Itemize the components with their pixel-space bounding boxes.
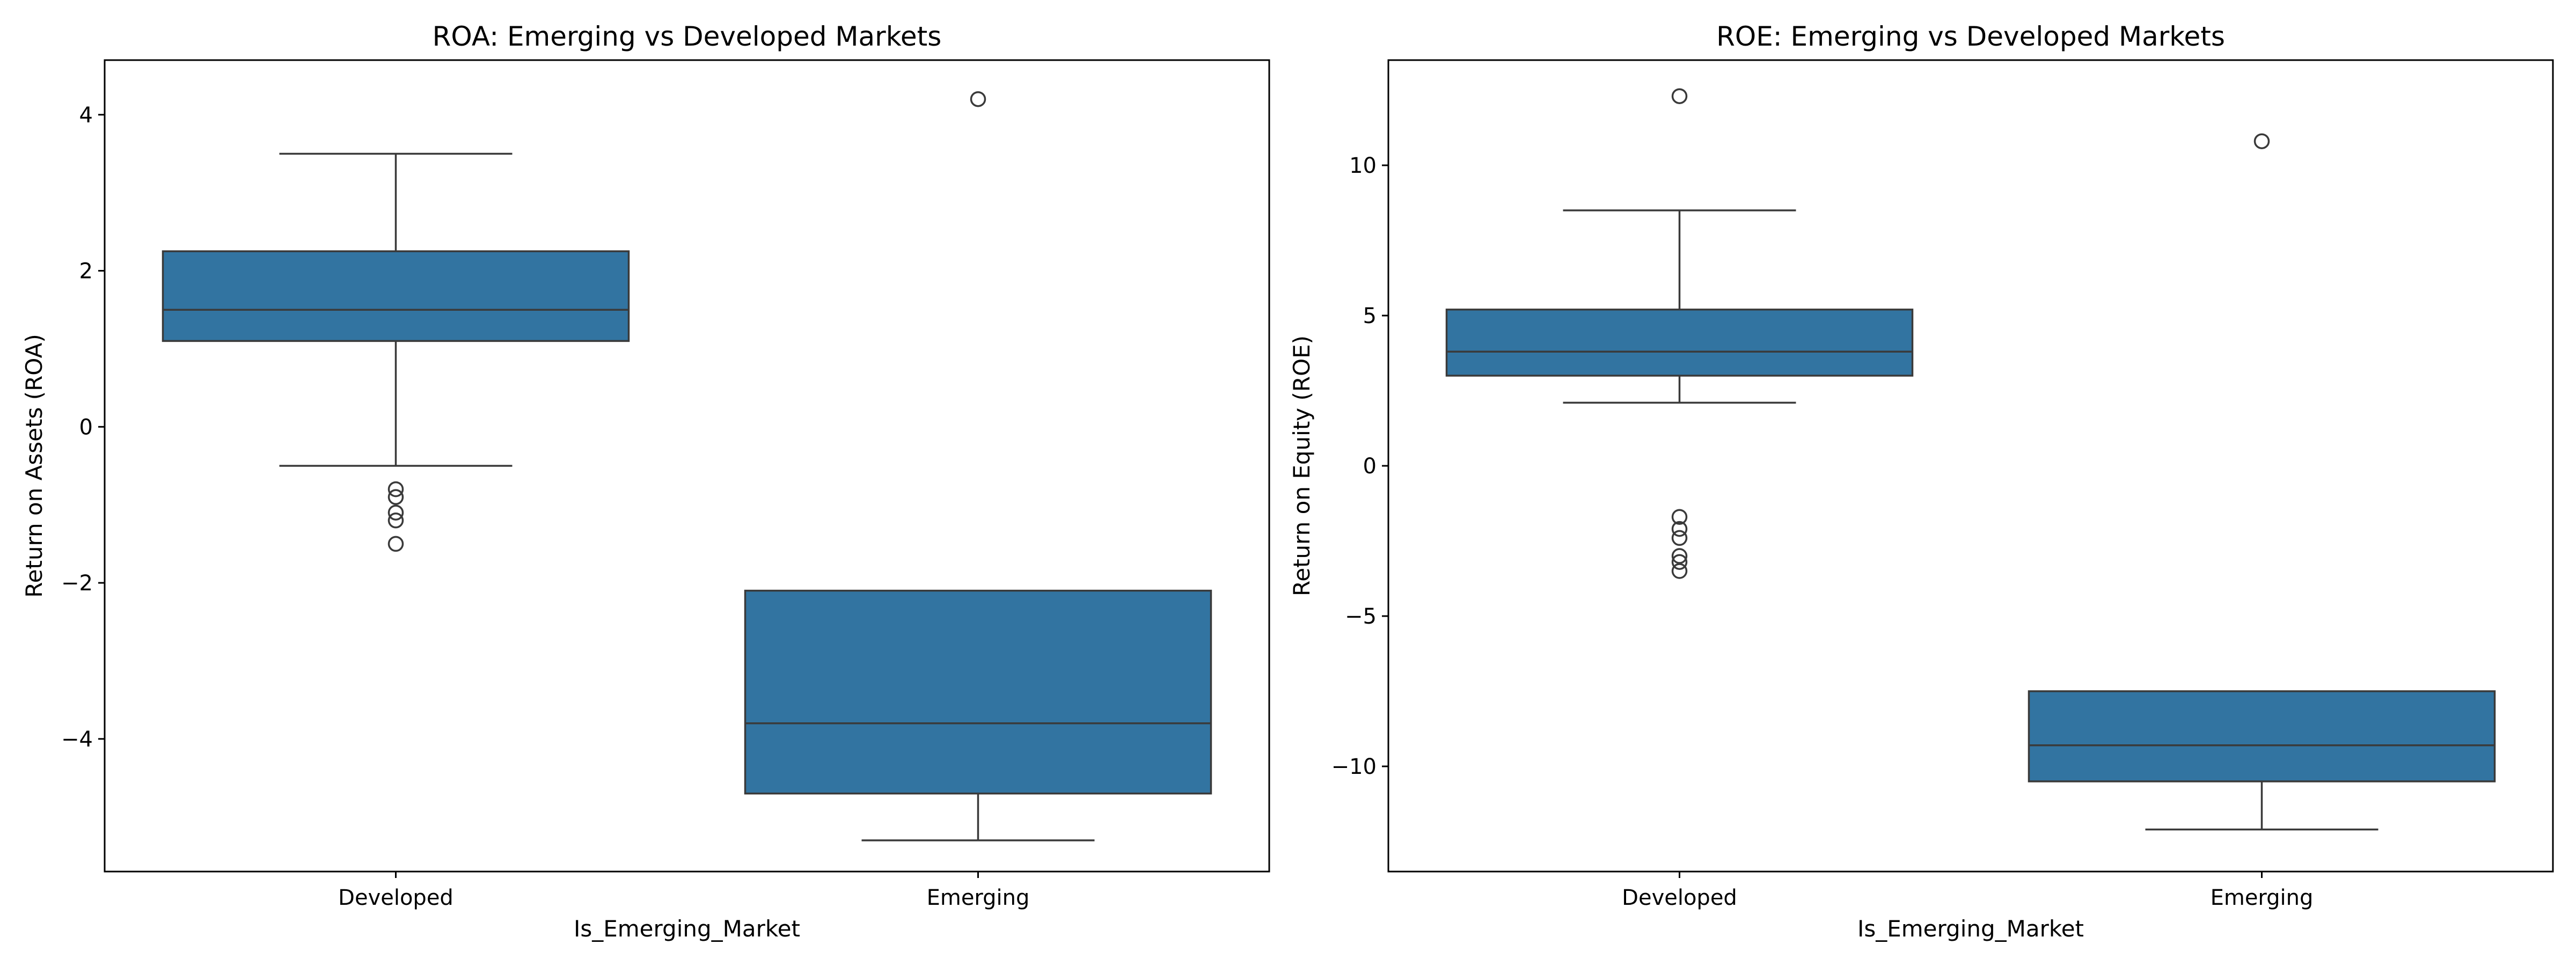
roa-y-tick-label: 0 — [79, 415, 93, 440]
roe-x-axis-label: Is_Emerging_Market — [1857, 916, 2084, 942]
roa-y-axis-label: Return on Assets (ROA) — [21, 334, 47, 597]
roa-plot-area: −4 −2 0 2 4 Developed Emerging — [61, 59, 1270, 910]
roa-developed-outlier-point — [387, 489, 404, 505]
roa-x-tick-label: Emerging — [927, 885, 1030, 910]
roa-emerging-box — [744, 589, 1212, 795]
roa-chart-title: ROA: Emerging vs Developed Markets — [433, 21, 942, 52]
roe-developed-outlier-point — [1671, 548, 1688, 564]
roe-developed-box — [1445, 309, 1914, 377]
roe-y-tick-label: 0 — [1363, 454, 1377, 479]
roe-y-axis-label: Return on Equity (ROE) — [1289, 335, 1315, 596]
roe-x-tick-label: Developed — [1622, 885, 1737, 910]
roa-y-tick-label: −2 — [61, 571, 93, 596]
roa-emerging-outlier-point — [970, 91, 986, 107]
roa-developed-box — [162, 250, 630, 342]
roe-y-tick-label: 10 — [1349, 153, 1377, 178]
roe-chart-title: ROE: Emerging vs Developed Markets — [1716, 21, 2225, 52]
roe-developed-outlier-point — [1671, 530, 1688, 546]
roe-developed-outlier-point — [1671, 521, 1688, 537]
roe-emerging-box — [2028, 690, 2496, 782]
roe-developed-outlier-point — [1671, 563, 1688, 579]
roa-developed-outlier-point — [387, 513, 404, 529]
roe-plot-area: −10 −5 0 5 10 Developed Emerging — [1331, 59, 2554, 910]
roe-y-tick-label: −5 — [1345, 604, 1377, 629]
roa-developed-outlier-point — [387, 481, 404, 497]
roe-y-tick-label: −10 — [1331, 755, 1377, 779]
roe-y-tick-label: 5 — [1363, 304, 1377, 328]
roe-developed-outlier-point — [1671, 554, 1688, 570]
roa-developed-outlier-point — [387, 536, 404, 552]
roa-y-tick-label: 2 — [79, 259, 93, 284]
roa-y-tick-label: 4 — [79, 103, 93, 128]
roe-chart: ROE: Emerging vs Developed Markets Is_Em… — [1289, 21, 2554, 942]
roa-developed-outlier-point — [387, 504, 404, 521]
roa-y-tick-label: −4 — [61, 727, 93, 752]
roa-x-tick-label: Developed — [338, 885, 453, 910]
roe-developed-outlier-point — [1671, 88, 1688, 104]
roa-x-axis-label: Is_Emerging_Market — [574, 916, 800, 942]
roe-x-tick-label: Emerging — [2211, 885, 2314, 910]
roa-axes-frame — [104, 59, 1270, 873]
roa-chart: ROA: Emerging vs Developed Markets Is_Em… — [21, 21, 1270, 942]
roe-developed-outlier-point — [1671, 509, 1688, 525]
roe-emerging-outlier-point — [2253, 133, 2270, 149]
